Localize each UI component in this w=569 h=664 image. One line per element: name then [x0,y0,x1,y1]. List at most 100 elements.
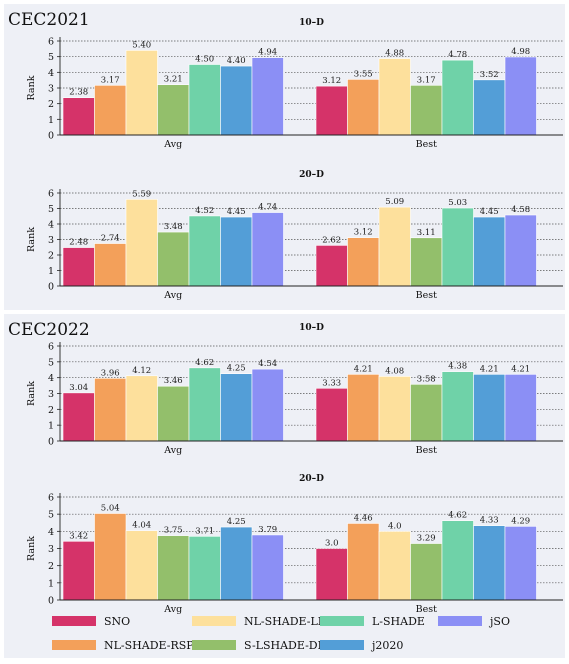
data-label: 3.96 [101,368,120,378]
data-label: 4.50 [195,55,214,65]
data-label: 4.98 [511,47,530,57]
bar [62,97,95,136]
y-tick-label: 3 [48,389,54,400]
legend-item: j2020 [320,638,403,652]
data-label: 4.78 [448,50,467,60]
legend-swatch [320,616,364,626]
bar [125,375,158,442]
x-tick-label: Avg [163,445,182,456]
x-tick-label: Best [416,445,437,456]
bar [315,548,348,601]
panel-cec2022: CEC2022 [4,314,565,658]
y-tick-label: 2 [48,405,54,416]
bar [188,536,221,601]
bar [125,530,158,601]
data-label: 4.12 [132,366,151,376]
data-label: 4.21 [354,364,373,374]
bar [188,367,221,442]
data-label: 4.94 [258,48,277,58]
data-label: 3.12 [322,76,341,86]
y-tick-label: 3 [48,84,54,95]
y-tick-label: 5 [48,510,54,521]
data-label: 2.38 [69,88,88,98]
y-tick-label: 3 [48,235,54,246]
y-tick-label: 6 [48,342,54,353]
y-tick-label: 2 [48,99,54,110]
data-label: 4.38 [448,362,467,372]
legend-swatch [192,640,236,650]
data-label: 4.04 [132,521,151,531]
y-tick-label: 1 [48,578,54,589]
bar [473,79,506,136]
data-label: 3.11 [417,228,436,238]
legend-label: S-LSHADE-DP [244,638,326,652]
data-label: 5.04 [101,503,120,513]
legend-item: NL-SHADE-LBC [192,614,335,628]
bar [62,392,95,442]
bar [315,245,348,287]
data-label: 3.52 [480,70,499,80]
legend-swatch [438,616,482,626]
data-label: 3.46 [164,376,183,386]
bar [188,215,221,287]
data-label: 3.12 [354,228,373,238]
bar [94,243,127,287]
y-tick-label: 4 [48,68,54,79]
bar [347,79,380,136]
data-label: 3.55 [354,69,373,79]
y-tick-label: 4 [48,220,54,231]
bar [504,56,537,136]
legend-item: S-LSHADE-DP [192,638,325,652]
legend-label: jSO [490,614,510,628]
bar [441,207,474,287]
bar [315,387,348,442]
bar [347,523,380,601]
bar [157,231,190,287]
bar [473,525,506,601]
x-tick-label: Best [416,290,437,301]
data-label: 4.08 [385,366,404,376]
data-label: 5.40 [132,40,151,50]
y-tick-label: 1 [48,421,54,432]
x-tick-label: Best [416,604,437,615]
y-tick-label: 6 [48,189,54,200]
y-tick-label: 2 [48,561,54,572]
bar [125,50,158,136]
data-label: 2.48 [69,238,88,248]
bar [410,543,443,601]
y-tick-label: 6 [48,493,54,504]
legend-item: jSO [438,614,510,628]
data-label: 3.17 [101,75,120,85]
bar [410,85,443,136]
data-label: 3.21 [164,75,183,85]
data-label: 4.74 [258,203,277,213]
data-label: 4.62 [195,358,214,368]
x-tick-label: Avg [163,139,182,150]
y-axis-label: Rank [26,227,37,252]
chart-title: 20–D [299,170,324,180]
data-label: 4.46 [354,513,373,523]
y-axis-label: Rank [26,75,37,100]
data-label: 4.25 [227,364,246,374]
y-axis-label: Rank [26,536,37,561]
bar [62,247,95,287]
bar [94,377,127,442]
data-label: 4.45 [227,207,246,217]
legend-label: j2020 [372,638,404,652]
data-label: 3.33 [322,378,341,388]
bar [378,58,411,136]
bar [251,534,284,601]
bar [315,85,348,136]
data-label: 3.48 [164,222,183,232]
legend-label: NL-SHADE-LBC [244,614,335,628]
bar [94,513,127,601]
bar [157,84,190,136]
data-label: 3.0 [325,539,339,549]
bar [441,59,474,136]
data-label: 4.29 [511,516,530,526]
bar [220,65,253,136]
data-label: 3.17 [417,75,436,85]
bar [220,526,253,601]
data-label: 4.21 [511,364,530,374]
